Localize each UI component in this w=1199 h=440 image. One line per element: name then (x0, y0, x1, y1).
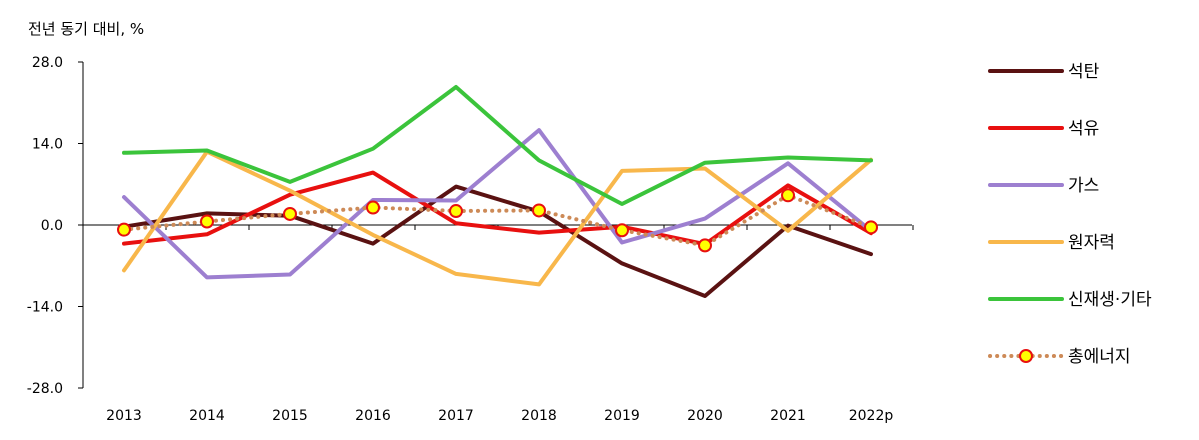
y-tick-label: -28.0 (27, 381, 63, 397)
x-tick-label: 2020 (687, 408, 723, 424)
series-layer (117, 85, 878, 298)
x-tick-label: 2021 (770, 408, 806, 424)
x-tick-label: 2016 (355, 408, 391, 424)
series-line-4 (122, 85, 873, 206)
series-line-5 (122, 193, 873, 248)
data-point (283, 206, 297, 221)
legend-label: 신재생·기타 (1068, 290, 1152, 310)
legend-marker (1019, 349, 1033, 363)
legend-label: 석유 (1068, 119, 1099, 139)
legend-label: 총에너지 (1068, 347, 1131, 367)
x-tick-label: 2018 (521, 408, 557, 424)
series-line-2 (122, 128, 873, 280)
series-line-3 (122, 149, 873, 287)
axes: 28.0 14.0 0.0 -14.0 -28.0 2013 2014 2015 2016 201… (27, 55, 914, 424)
data-point (615, 223, 629, 238)
series-line-1 (122, 170, 873, 247)
y-tick-label: 0.0 (41, 218, 63, 234)
data-point (781, 188, 795, 203)
data-point (864, 220, 878, 235)
legend-label: 석탄 (1068, 62, 1100, 82)
x-tick-label: 2022p (849, 408, 894, 424)
legend-label: 원자력 (1068, 233, 1115, 253)
x-tick-label: 2017 (438, 408, 474, 424)
x-tick-label: 2013 (106, 408, 142, 424)
y-tick-label: 28.0 (32, 55, 63, 71)
x-tick-label: 2015 (272, 408, 308, 424)
legend-label: 가스 (1068, 176, 1099, 196)
chart-title: 전년 동기 대비, % (28, 20, 144, 38)
data-point (698, 238, 712, 253)
x-tick-label: 2014 (189, 408, 225, 424)
data-point (366, 200, 380, 215)
y-tick-label: -14.0 (27, 300, 63, 316)
data-point (117, 222, 131, 237)
x-tick-label: 2019 (604, 408, 640, 424)
y-tick-label: 14.0 (32, 137, 63, 153)
data-point (449, 204, 463, 219)
data-point (532, 203, 546, 218)
data-point (200, 214, 214, 229)
